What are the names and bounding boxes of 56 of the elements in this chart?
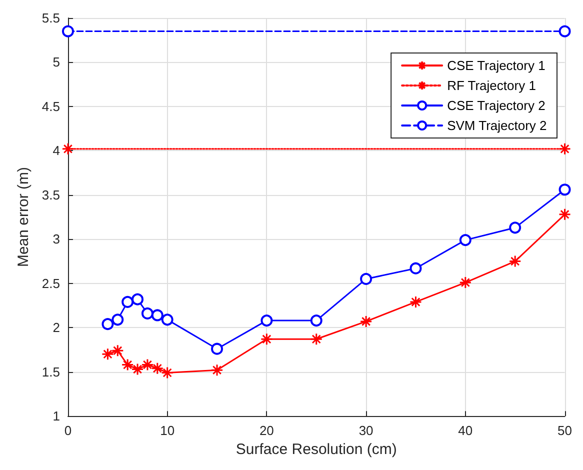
- point: [151, 362, 164, 375]
- point: [459, 234, 472, 246]
- point: [260, 314, 273, 327]
- point: [211, 342, 224, 355]
- y-tick-label: 5.5: [42, 10, 60, 26]
- point: [102, 318, 114, 330]
- point: [122, 296, 134, 308]
- y-tick-label: 3: [52, 232, 60, 247]
- y-tick-label: 5: [52, 54, 60, 70]
- x-axis-title: Surface Resolution (cm): [236, 441, 397, 458]
- y-tick-label: 2.5: [42, 276, 60, 291]
- point: [558, 184, 571, 196]
- point: [360, 272, 372, 285]
- point: [310, 332, 323, 346]
- x-tick-label: 10: [160, 423, 175, 438]
- y-tick-label: 1.5: [42, 364, 60, 380]
- y-tick-label: 1: [52, 408, 60, 424]
- point: [141, 358, 154, 372]
- legend-label: SVM Trajectory 2: [447, 118, 547, 133]
- y-tick-label: 3.5: [42, 187, 60, 202]
- y-tick-label: 4: [52, 143, 60, 158]
- point: [112, 314, 124, 326]
- x-tick-label: 30: [358, 423, 374, 438]
- point: [141, 307, 154, 320]
- point: [509, 222, 522, 234]
- point: [62, 25, 74, 38]
- x-tick-label: 50: [558, 423, 572, 438]
- point: [131, 362, 144, 376]
- point: [111, 344, 124, 357]
- x-tick-label: 20: [259, 423, 274, 438]
- point: [161, 366, 174, 379]
- y-tick-label: 2: [52, 320, 60, 336]
- x-tick-label: 40: [458, 423, 473, 438]
- point: [459, 276, 472, 289]
- point: [558, 25, 571, 38]
- point: [151, 309, 164, 322]
- point: [410, 262, 422, 274]
- point: [310, 314, 322, 327]
- point: [210, 364, 224, 376]
- legend-label: CSE Trajectory 2: [447, 98, 546, 113]
- point: [558, 142, 572, 156]
- point: [161, 314, 174, 326]
- point: [260, 332, 273, 346]
- point: [409, 296, 422, 308]
- point: [101, 348, 114, 360]
- x-tick-label: 0: [64, 423, 72, 438]
- legend-label: CSE Trajectory 1: [447, 58, 546, 73]
- point: [508, 255, 522, 268]
- y-tick-label: 4.5: [42, 98, 60, 114]
- y-axis-title: Mean error (m): [15, 167, 32, 268]
- point: [132, 293, 144, 306]
- point: [62, 142, 74, 156]
- legend-label: RF Trajectory 1: [447, 78, 536, 93]
- point: [121, 358, 134, 372]
- point: [360, 315, 372, 328]
- point: [558, 208, 572, 221]
